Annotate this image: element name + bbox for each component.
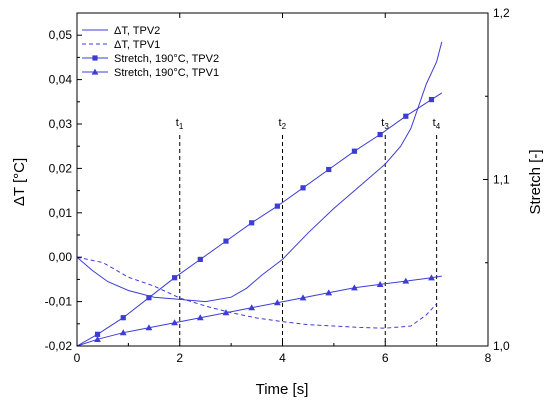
data-point [428,96,435,103]
legend-marker [91,68,99,75]
y2-tick-label: 1,0 [493,339,510,353]
time-marker-label: t3 [381,117,389,131]
x-tick-label: 6 [382,351,389,365]
data-point [351,284,358,291]
data-point [299,294,307,301]
data-point [120,315,126,321]
legend-item: Stretch, 190°C, TPV2 [82,53,219,65]
data-point [249,220,255,226]
series-line [76,275,442,347]
y-tick-label: 0,00 [49,250,73,264]
data-point [172,275,178,281]
y-tick-label: -0,02 [45,339,73,353]
data-point [94,335,101,342]
data-point [402,277,410,284]
data-point [376,280,384,287]
data-point [223,238,229,244]
legend-label: ΔT, TPV1 [114,39,160,51]
data-point [326,166,332,173]
legend-item: Stretch, 190°C, TPV1 [82,67,219,79]
y-tick-label: 0,04 [49,73,73,87]
series-layer [76,41,443,347]
y-tick-label: 0,03 [49,117,73,131]
x-tick-label: 2 [176,351,183,365]
data-point [222,309,230,316]
x-axis-label: Time [s] [256,381,309,398]
data-point [325,289,333,296]
legend-label: Stretch, 190°C, TPV1 [114,67,219,79]
data-point [197,256,203,263]
x-tick-label: 4 [279,351,286,365]
x-tick-label: 8 [485,351,492,365]
y-tick-label: 0,02 [49,161,73,175]
y-tick-label: 0,05 [49,28,73,42]
y-axis-label: ΔT [°C] [11,158,28,206]
legend-label: ΔT, TPV2 [114,25,160,37]
axes: 0 2 4 6 8 -0,02 -0,01 0,00 0,01 0,02 0,03 0,04 0,05 1… [45,6,510,365]
time-marker-label: t4 [433,117,441,131]
data-point [274,203,280,209]
y2-axis-label: Stretch [-] [527,149,544,214]
time-marker-label: t1 [176,117,184,131]
x-tick-label: 0 [74,351,81,365]
series-2 [76,256,437,329]
legend-label: Stretch, 190°C, TPV2 [114,53,219,65]
data-point [300,185,306,191]
data-point [248,304,256,311]
legend-marker [92,55,98,61]
data-point [119,329,127,336]
legend: ΔT, TPV2 ΔT, TPV1 Stretch, 190°C, TPV2 Stre… [82,25,219,79]
y2-tick-label: 1,1 [493,173,510,187]
data-point [351,148,358,154]
data-point [196,314,204,321]
time-marker-label: t2 [279,117,287,131]
y-tick-label: 0,01 [49,206,73,220]
data-point [273,299,281,306]
series-1 [76,41,443,303]
data-point [94,331,101,337]
series-line [76,41,443,303]
data-point [428,274,435,281]
data-point [145,324,153,331]
series-line [76,92,443,347]
series-4 [76,274,442,347]
y2-tick-label: 1,2 [493,6,510,20]
data-point [403,113,409,119]
time-markers: t1 t2 t3 t4 [176,117,441,346]
series-3 [76,92,443,347]
data-point [146,295,152,301]
legend-item: ΔT, TPV1 [82,39,160,51]
data-point [377,131,383,138]
data-point [171,319,179,326]
legend-item: ΔT, TPV2 [82,25,160,37]
y-tick-label: -0,01 [45,295,73,309]
series-line [76,256,437,329]
